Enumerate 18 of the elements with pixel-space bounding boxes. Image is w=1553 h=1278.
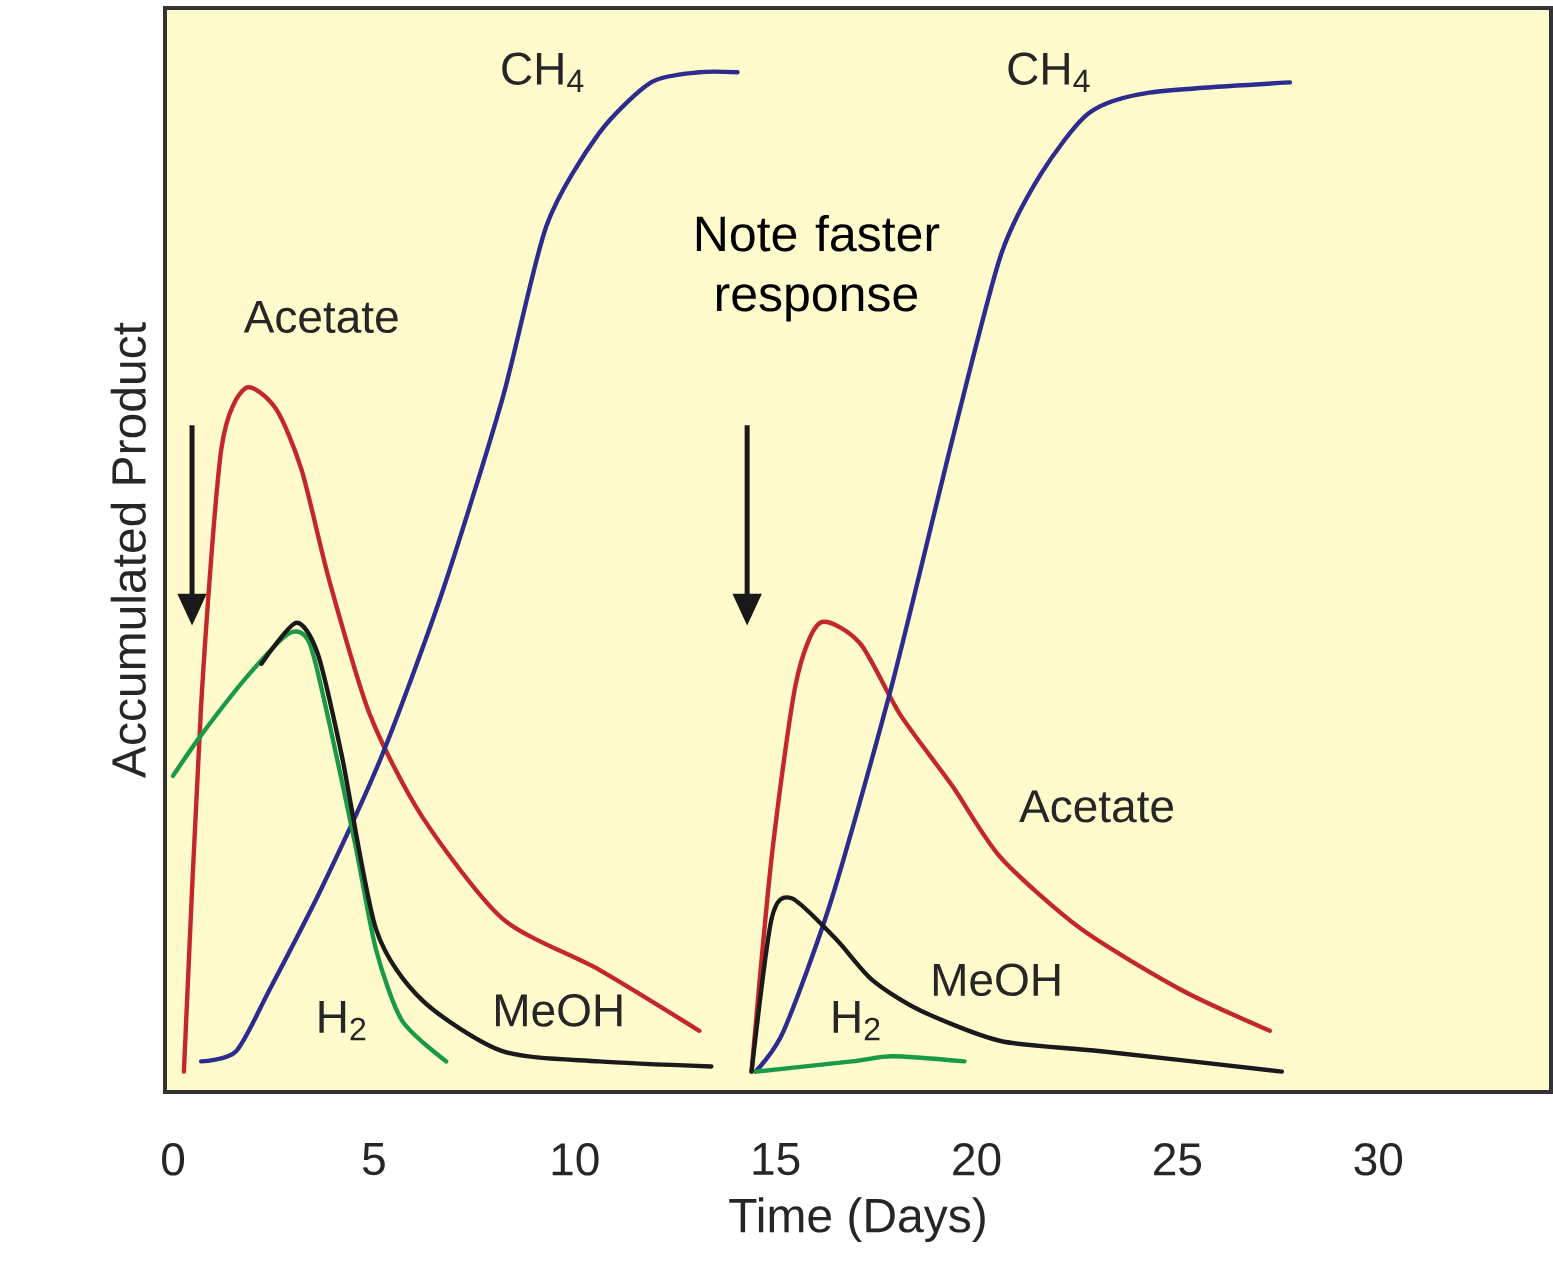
series-label: H$_{2}$ xyxy=(319,1001,366,1041)
x-tick-label: 5 xyxy=(362,1143,385,1176)
annotation: Note faster response xyxy=(696,214,940,322)
series-label: CH$_{4}$ xyxy=(502,52,584,93)
series-label: H$_{2}$ xyxy=(833,1001,880,1041)
series-label: Acetate xyxy=(1019,790,1174,823)
x-tick-label: 30 xyxy=(1354,1143,1403,1176)
x-tick-label: 0 xyxy=(162,1143,185,1176)
x-tick-label: 10 xyxy=(552,1143,599,1176)
x-tick-label: 15 xyxy=(753,1143,800,1176)
series-label: MeOH xyxy=(933,963,1060,997)
x-tick-label: 25 xyxy=(1154,1143,1202,1176)
x-axis-title: Time (Days) xyxy=(729,1197,985,1243)
y-axis-title: Accumulated Product xyxy=(110,322,146,779)
series-label: MeOH xyxy=(496,994,622,1027)
x-tick-label: 20 xyxy=(953,1143,1001,1176)
series-label: Acetate xyxy=(243,300,398,334)
series-label: CH$_{4}$ xyxy=(1008,52,1090,93)
